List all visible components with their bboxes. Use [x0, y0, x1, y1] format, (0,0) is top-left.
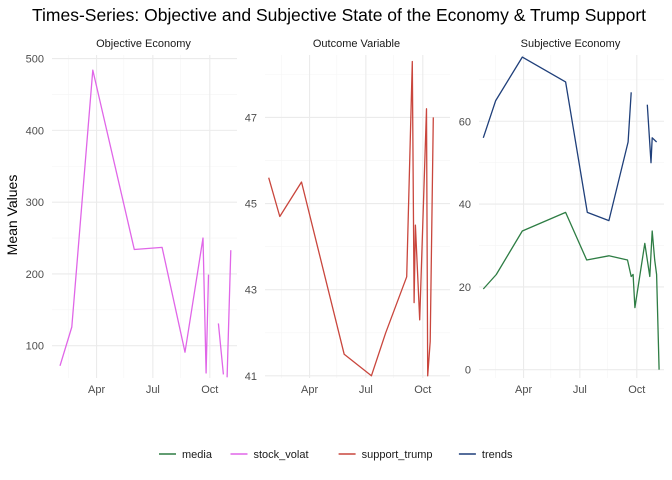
grid — [479, 55, 664, 378]
y-axis-label: Mean Values — [4, 175, 20, 256]
y-tick-label: 43 — [245, 285, 257, 297]
y-tick-label: 200 — [26, 269, 44, 281]
x-tick-label: Jul — [146, 384, 160, 396]
x-tick-label: Oct — [201, 384, 218, 396]
y-tick-label: 20 — [459, 282, 471, 294]
series-line-trends — [482, 56, 658, 222]
chart-title: Times-Series: Objective and Subjective S… — [32, 5, 646, 25]
y-tick-label: 300 — [26, 197, 44, 209]
legend-label: trends — [482, 449, 513, 461]
panel-strip-label: Subjective Economy — [521, 38, 621, 50]
y-tick-label: 47 — [245, 112, 257, 124]
x-tick-label: Oct — [628, 384, 645, 396]
legend-item-stock-volat: stock_volat — [230, 449, 309, 461]
y-tick-label: 400 — [26, 125, 44, 137]
y-tick-label: 41 — [245, 371, 257, 383]
y-tick-label: 500 — [26, 54, 44, 66]
panel-outcome-variable: Outcome Variable 41 43 45 47 Apr Jul Oct — [245, 38, 450, 396]
grid — [265, 55, 450, 378]
legend-label: media — [182, 449, 213, 461]
y-tick-label: 40 — [459, 199, 471, 211]
legend-item-media: media — [159, 449, 213, 461]
panel-strip-label: Outcome Variable — [313, 38, 400, 50]
x-tick-label: Jul — [359, 384, 373, 396]
y-tick-label: 100 — [26, 341, 44, 353]
x-tick-label: Jul — [573, 384, 587, 396]
x-tick-label: Apr — [301, 384, 318, 396]
panel-strip-label: Objective Economy — [96, 38, 191, 50]
x-tick-label: Apr — [88, 384, 105, 396]
legend-label: stock_volat — [254, 449, 309, 461]
panel-subjective-economy: Subjective Economy 0 20 40 60 Apr Jul Oct — [459, 38, 664, 396]
legend-item-trends: trends — [458, 449, 513, 461]
series-line-media — [482, 211, 660, 370]
legend-label: support_trump — [362, 449, 433, 461]
x-tick-label: Apr — [515, 384, 532, 396]
legend: media stock_volat support_trump trends — [159, 449, 513, 461]
series-line-stock-volat — [59, 69, 232, 378]
y-tick-label: 0 — [465, 365, 471, 377]
legend-item-support-trump: support_trump — [338, 449, 433, 461]
grid — [52, 55, 237, 378]
series-line-support-trump — [268, 60, 434, 377]
x-tick-label: Oct — [414, 384, 431, 396]
panel-objective-economy: Objective Economy 100 200 300 400 500 Apr Jul O… — [26, 38, 237, 396]
y-tick-label: 45 — [245, 199, 257, 211]
y-tick-label: 60 — [459, 116, 471, 128]
